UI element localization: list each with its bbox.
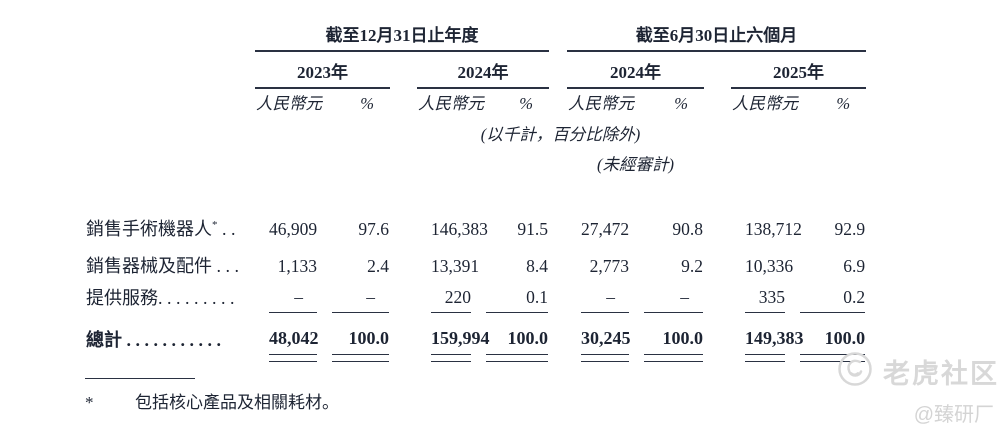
cell-value: 335 xyxy=(731,282,786,314)
dot-leader: . . . xyxy=(212,256,240,276)
unit-header-row: 人民幣元 % 人民幣元 % 人民幣元 % 人民幣元 % xyxy=(85,88,866,120)
cell-value: 2,773 xyxy=(589,256,629,276)
footnote-divider xyxy=(85,378,195,379)
unaudited-note-row: (未經審計) xyxy=(85,150,866,180)
period-group-interim: 截至6月30日止六個月 xyxy=(567,20,867,52)
cell-value: 9.2 xyxy=(681,256,703,276)
footnote-ref-asterisk: * xyxy=(212,219,218,231)
period-group-row: 截至12月31日止年度 截至6月30日止六個月 xyxy=(85,20,867,52)
dot-leader: . . . . . . . . . . . xyxy=(122,330,222,350)
table-row-surgical-robots: 銷售手術機器人* . . 46,909 97.6 146,383 91.5 27… xyxy=(85,208,866,245)
year-header-row: 2023年 2024年 2024年 2025年 xyxy=(85,51,867,89)
tiger-logo-icon xyxy=(836,350,874,393)
total-cell-value: 149,383 xyxy=(731,314,804,356)
total-cell-value: 100.0 xyxy=(318,314,390,356)
cell-value: 8.4 xyxy=(526,256,548,276)
row-label: 提供服務. . . . . . . . . xyxy=(86,288,235,308)
unit-header-rmb: 人民幣元 xyxy=(732,94,798,113)
unit-header-rmb: 人民幣元 xyxy=(256,94,322,113)
row-label: 銷售手術機器人* . . xyxy=(86,219,236,239)
scale-note: (以千計，百分比除外) xyxy=(480,125,641,144)
year-header-2023: 2023年 xyxy=(255,51,390,89)
watermark-brand: 老虎社区 xyxy=(883,359,999,389)
cell-value: 220 xyxy=(417,282,472,314)
year-header-2024: 2024年 xyxy=(417,51,549,89)
table-row-services: 提供服務. . . . . . . . . – – 220 0.1 – – 33… xyxy=(85,282,866,314)
dot-leader: . . xyxy=(217,219,236,239)
total-cell-value: 100.0 xyxy=(472,314,549,356)
cell-value: 138,712 xyxy=(745,219,802,239)
cell-value: – xyxy=(255,282,318,314)
cell-value: 0.2 xyxy=(786,282,866,314)
unit-header-pct: % xyxy=(836,94,851,113)
dot-leader: . . . . . . . . . xyxy=(158,288,235,308)
footnote-text: 包括核心產品及相關耗材。 xyxy=(135,393,339,412)
cell-value: 27,472 xyxy=(581,219,630,239)
total-row-label: 總計 . . . . . . . . . . . xyxy=(86,330,222,350)
cell-value: 10,336 xyxy=(745,256,794,276)
watermark-handle: @臻研厂 xyxy=(913,404,994,426)
unit-header-rmb: 人民幣元 xyxy=(568,94,634,113)
footnote: * 包括核心產品及相關耗材。 xyxy=(85,378,339,413)
cell-value: 90.8 xyxy=(672,219,703,239)
revenue-breakdown-table: 截至12月31日止年度 截至6月30日止六個月 2023年 2024年 2024… xyxy=(85,20,867,363)
unit-header-pct: % xyxy=(674,94,688,113)
cell-value: 92.9 xyxy=(834,219,866,239)
watermark: 老虎社区 @臻研厂 xyxy=(836,350,1000,427)
scale-note-row: (以千計，百分比除外) xyxy=(85,120,866,150)
unaudited-note: (未經審計) xyxy=(597,155,674,174)
total-cell-value: 100.0 xyxy=(786,314,866,356)
period-group-annual: 截至12月31日止年度 xyxy=(255,20,549,52)
cell-value: 0.1 xyxy=(472,282,549,314)
cell-value: – xyxy=(567,282,630,314)
cell-value: 6.9 xyxy=(843,256,866,276)
total-double-rule-row xyxy=(85,356,866,363)
total-cell-value: 48,042 xyxy=(255,314,319,356)
cell-value: 91.5 xyxy=(517,219,548,239)
cell-value: 1,133 xyxy=(277,256,317,276)
cell-value: 2.4 xyxy=(367,256,389,276)
total-cell-value: 30,245 xyxy=(567,314,631,356)
revenue-table-wrap: 截至12月31日止年度 截至6月30日止六個月 2023年 2024年 2024… xyxy=(85,20,867,363)
unit-header-rmb: 人民幣元 xyxy=(418,94,484,113)
cell-value: – xyxy=(318,282,390,314)
cell-value: – xyxy=(630,282,704,314)
cell-value: 146,383 xyxy=(431,219,488,239)
footnote-marker: * xyxy=(85,393,94,412)
unit-header-pct: % xyxy=(519,94,533,113)
cell-value: 97.6 xyxy=(358,219,389,239)
total-cell-value: 159,994 xyxy=(417,314,490,356)
year-header-2024-interim: 2024年 xyxy=(567,51,704,89)
row-label: 銷售器械及配件 . . . xyxy=(86,256,240,276)
cell-value: 13,391 xyxy=(431,256,480,276)
unit-header-pct: % xyxy=(360,94,374,113)
total-row: 總計 . . . . . . . . . . . 48,042 100.0 15… xyxy=(85,314,866,356)
total-cell-value: 100.0 xyxy=(630,314,704,356)
cell-value: 46,909 xyxy=(269,219,318,239)
table-row-instruments-accessories: 銷售器械及配件 . . . 1,133 2.4 13,391 8.4 2,773… xyxy=(85,245,866,282)
year-header-2025: 2025年 xyxy=(731,51,867,89)
